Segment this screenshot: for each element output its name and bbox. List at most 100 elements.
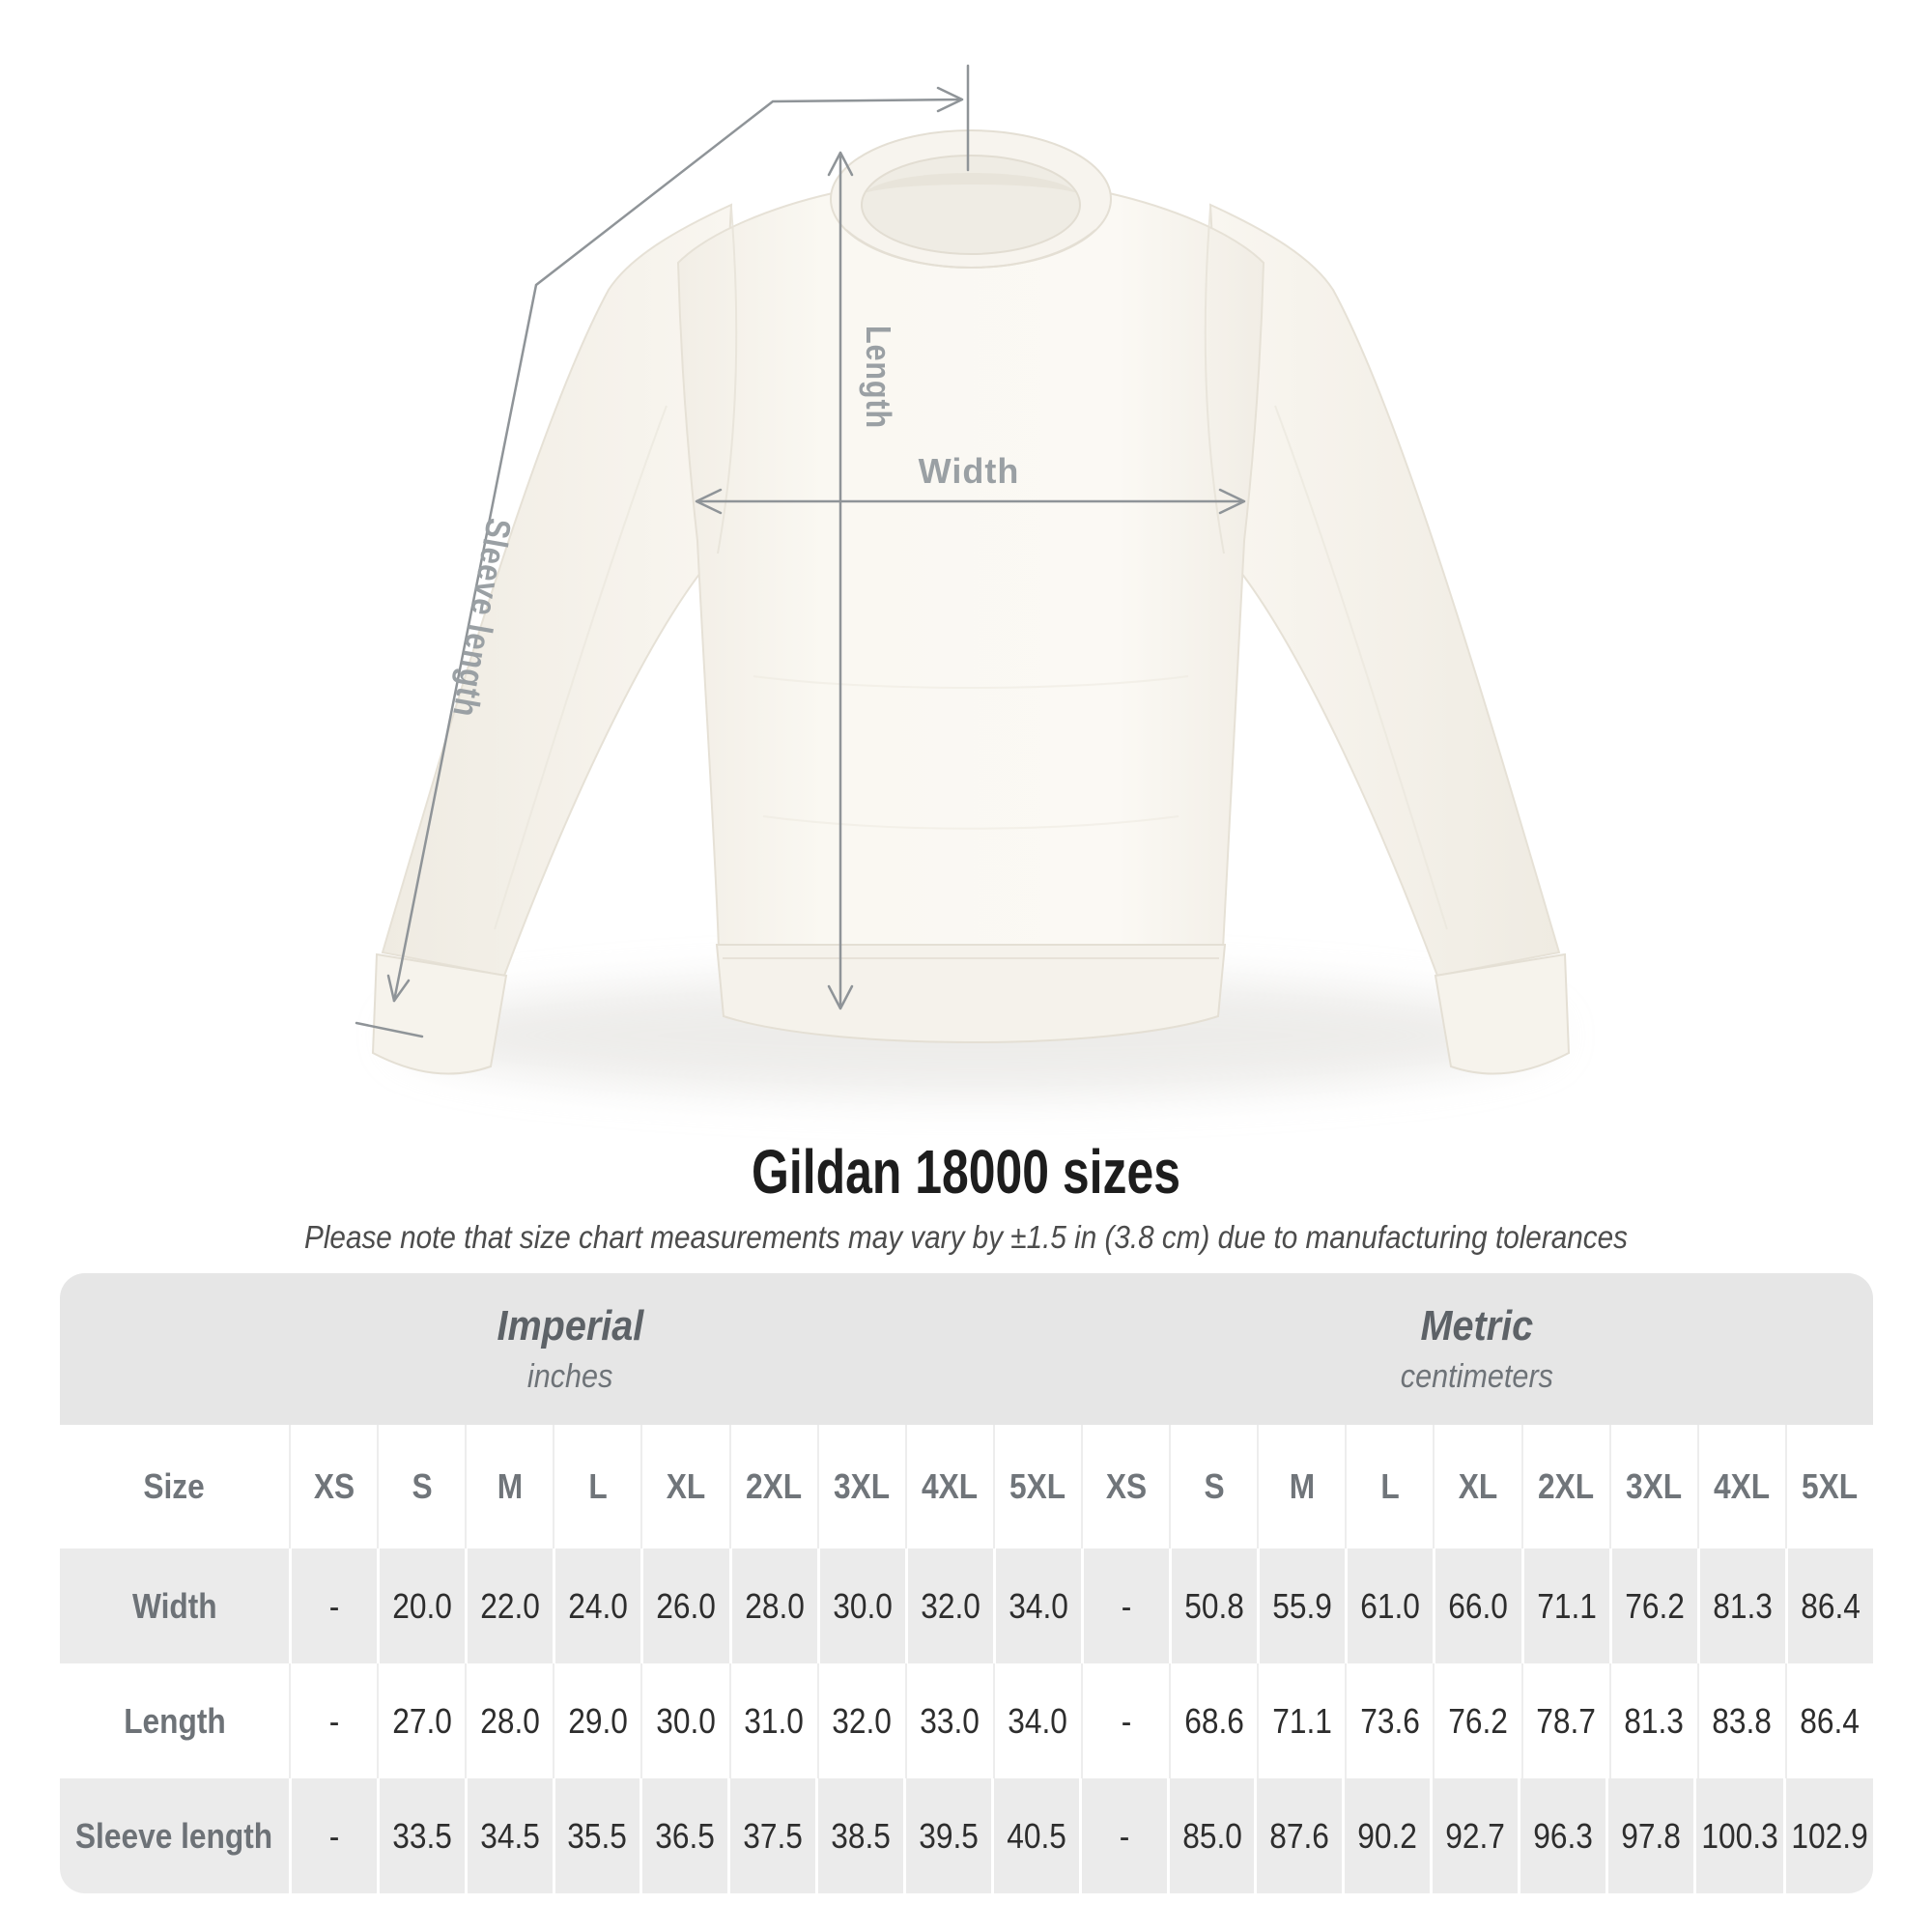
col-header-met-s: S [1169,1425,1257,1548]
cell: 34.0 [992,1548,1081,1663]
col-header-met-3xl: 3XL [1608,1425,1697,1548]
cell: 31.0 [728,1663,817,1778]
body [676,181,1265,950]
cell: 86.4 [1784,1663,1873,1778]
page-title: Gildan 18000 sizes [752,1137,1180,1207]
cell: 90.2 [1342,1778,1430,1893]
cell: - [289,1548,377,1663]
cell: 76.2 [1433,1663,1520,1778]
cell: 50.8 [1169,1548,1257,1663]
col-header-imp-m: M [465,1425,553,1548]
col-header-imp-4xl: 4XL [904,1425,993,1548]
left-sleeve [381,203,733,978]
cell: 61.0 [1345,1548,1433,1663]
cell: 20.0 [377,1548,465,1663]
measurement-lines [355,64,1246,1038]
unit-header-imperial: Imperial inches [60,1273,1081,1425]
chest-crease-1 [753,675,1189,689]
cell: 102.9 [1782,1778,1873,1893]
col-header-imp-2xl: 2XL [728,1425,817,1548]
cell: 34.5 [464,1778,553,1893]
left-sleeve-crease [494,405,668,930]
row-label: Width [131,1585,217,1626]
cell: 30.0 [640,1663,728,1778]
imperial-label: Imperial [497,1302,644,1350]
sleeve-measure-line [355,64,970,1038]
col-header-met-4xl: 4XL [1696,1425,1785,1548]
col-header-met-xs: XS [1081,1425,1169,1548]
col-header-imp-xl: XL [640,1425,728,1548]
width-measure-line [695,488,1246,515]
cell: 32.0 [904,1548,993,1663]
sweatshirt-diagram-svg: Length Width Sleeve length [355,64,1571,1095]
cell: 40.5 [990,1778,1079,1893]
col-header-imp-3xl: 3XL [816,1425,905,1548]
width-arrow-right [1218,488,1246,515]
cell: 86.4 [1784,1548,1873,1663]
sweatshirt-illustration [371,129,1571,1095]
cell: 78.7 [1520,1663,1609,1778]
size-header-row: Size XS S M L XL 2XL 3XL 4XL 5XL XS S M … [60,1425,1873,1548]
cell: 81.3 [1696,1548,1785,1663]
cell: 32.0 [816,1663,905,1778]
row-label: Length [123,1700,226,1741]
width-arrow-left [695,488,723,515]
cell: 85.0 [1166,1778,1255,1893]
cell: 26.0 [640,1548,728,1663]
cell: 27.0 [377,1663,465,1778]
collar-inner-shadow [865,173,1077,193]
col-header-met-2xl: 2XL [1520,1425,1609,1548]
cell: 28.0 [728,1548,817,1663]
left-cuff [371,952,508,1075]
cuff-end-tick [355,1021,424,1038]
page-subtitle: Please note that size chart measurements… [304,1219,1628,1255]
sweatshirt-diagram: Length Width Sleeve length [355,64,1571,1095]
cell: 35.5 [552,1778,640,1893]
cell: 81.3 [1608,1663,1697,1778]
cell: 36.5 [639,1778,727,1893]
sleeve-arrow-right [936,86,964,113]
cell: 33.5 [376,1778,465,1893]
cell: 34.0 [992,1663,1081,1778]
cell: 39.5 [903,1778,991,1893]
right-sleeve [1208,203,1561,978]
right-sleeve-crease [1274,405,1448,930]
cell: 71.1 [1257,1663,1345,1778]
table-row-sleeve-length: Sleeve length - 33.5 34.5 35.5 36.5 37.5… [60,1778,1873,1893]
hem-band [715,944,1227,1043]
cell: - [1078,1778,1167,1893]
cell: - [1081,1548,1169,1663]
cell: 96.3 [1518,1778,1605,1893]
width-label: Width [919,451,1020,491]
col-header-imp-5xl: 5XL [992,1425,1081,1548]
size-table: Imperial inches Metric centimeters Size … [60,1273,1873,1893]
cell: - [289,1663,377,1778]
col-header-met-5xl: 5XL [1784,1425,1873,1548]
cell: 73.6 [1345,1663,1433,1778]
cell: - [289,1778,377,1893]
cell: 22.0 [465,1548,553,1663]
cell: 37.5 [727,1778,815,1893]
length-label: Length [858,326,896,429]
col-header-met-m: M [1257,1425,1345,1548]
cell: 71.1 [1520,1548,1609,1663]
metric-sublabel: centimeters [1400,1358,1554,1395]
length-arrow-bottom [827,984,854,1010]
col-header-imp-l: L [553,1425,640,1548]
cell: 87.6 [1254,1778,1342,1893]
col-header-met-xl: XL [1433,1425,1520,1548]
cell: 97.8 [1605,1778,1693,1893]
metric-label: Metric [1420,1302,1534,1350]
cell: 30.0 [816,1548,905,1663]
collar-seam [845,229,1096,269]
left-armhole-seam [717,207,738,554]
col-header-imp-xs: XS [289,1425,377,1548]
row-label: Sleeve length [75,1815,273,1856]
cell: 68.6 [1169,1663,1257,1778]
cell: - [1081,1663,1169,1778]
length-arrow-top [827,151,854,177]
right-cuff [1434,952,1571,1075]
cell: 29.0 [553,1663,640,1778]
length-measure-line [827,151,854,1010]
